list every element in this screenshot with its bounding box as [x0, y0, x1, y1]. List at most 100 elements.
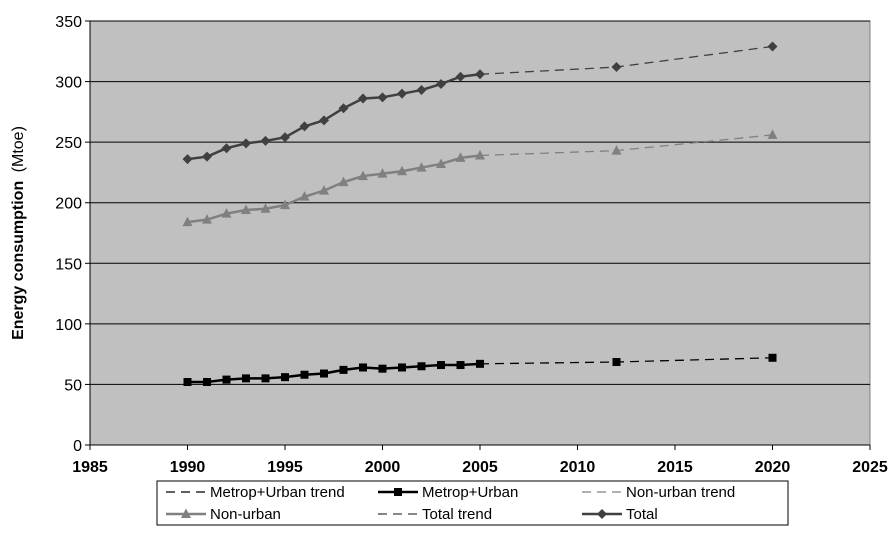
data-point-non-urban [338, 176, 349, 187]
legend-label: Non-urban trend [626, 484, 735, 501]
data-point-total [436, 78, 446, 89]
legend-item-metrop-urban-trend: Metrop+Urban trend [166, 484, 345, 501]
data-point-total [299, 121, 310, 132]
y-axis-title-unit: (Mtoe) [10, 126, 27, 172]
legend-label: Total [626, 506, 658, 523]
data-point-metrop-urban [476, 359, 484, 368]
data-point-total [397, 88, 407, 99]
data-point-metrop-urban [242, 374, 250, 383]
data-point-non-urban [202, 214, 212, 224]
legend-box [156, 480, 789, 526]
y-tick-label: 100 [55, 317, 82, 334]
data-point-non-urban [182, 216, 193, 227]
legend-label: Metrop+Urban [422, 484, 518, 501]
data-point-total [241, 138, 251, 149]
y-tick-label: 300 [55, 75, 82, 92]
x-tick-label: 2000 [365, 459, 401, 476]
data-point-non-urban [260, 203, 271, 213]
x-tick-label: 2010 [560, 459, 596, 476]
series-line-total [187, 73, 481, 161]
data-point-non-urban-trend [611, 145, 622, 155]
x-tick-label: 2015 [657, 459, 693, 476]
data-point-non-urban [397, 165, 407, 176]
legend-swatch-marker [394, 488, 402, 496]
y-tick-label: 0 [73, 438, 82, 455]
data-point-non-urban [377, 168, 388, 178]
data-point-metrop-urban [359, 363, 367, 372]
data-point-metrop-urban [203, 378, 211, 387]
legend-item-metrop-urban: Metrop+Urban [378, 484, 518, 501]
data-point-metrop-urban-trend [612, 358, 621, 367]
data-point-total [455, 71, 466, 82]
x-tick-label: 2005 [462, 459, 498, 476]
data-point-metrop-urban [339, 365, 348, 374]
plot-area [89, 20, 871, 446]
data-point-total [182, 154, 193, 165]
data-point-non-urban-trend [767, 129, 778, 139]
data-point-total [319, 115, 329, 126]
data-point-total [377, 92, 388, 103]
y-tick-label: 150 [55, 256, 82, 273]
y-tick-label: 200 [55, 196, 82, 213]
y-axis-title: Energy consumption (Mtoe) [10, 126, 27, 340]
data-point-non-urban [280, 199, 290, 210]
x-tick-label: 1990 [170, 459, 206, 476]
y-tick-label: 50 [64, 377, 82, 394]
tick-labels: 0 50 100 150 200 250 300 350 1985 1990 1995 2000 200… [55, 14, 888, 476]
legend: Metrop+Urban trend Metrop+Urban Non-urban … [156, 480, 789, 526]
data-point-total [416, 85, 427, 96]
data-point-metrop-urban [320, 369, 328, 378]
data-point-total-trend [767, 41, 778, 52]
data-point-non-urban [416, 162, 427, 172]
data-point-non-urban [455, 152, 466, 162]
legend-label: Total trend [422, 506, 492, 523]
data-point-total [475, 69, 485, 80]
data-point-metrop-urban [261, 374, 270, 383]
data-point-non-urban [319, 185, 329, 195]
data-point-non-urban [475, 149, 485, 160]
legend-swatch-marker [181, 508, 191, 518]
series-line-non-urban [187, 154, 481, 224]
data-markers [182, 41, 778, 387]
data-point-total [280, 132, 290, 143]
data-point-total [221, 143, 232, 154]
data-point-metrop-urban [378, 364, 387, 373]
axes [85, 20, 871, 450]
data-point-metrop-urban [281, 373, 289, 382]
data-point-metrop-urban [456, 361, 465, 370]
legend-item-non-urban: Non-urban [166, 506, 281, 523]
legend-label: Non-urban [210, 506, 281, 523]
data-point-non-urban [241, 204, 251, 214]
gridlines [90, 20, 870, 385]
legend-item-total: Total [582, 506, 658, 523]
data-point-metrop-urban [222, 375, 231, 384]
series-line-metrop-urban [187, 362, 481, 384]
data-point-total [202, 151, 212, 162]
legend-label: Metrop+Urban trend [210, 484, 345, 501]
y-tick-label: 350 [55, 14, 82, 31]
data-point-metrop-urban [417, 362, 426, 371]
data-point-non-urban [221, 208, 232, 218]
data-point-metrop-urban [183, 378, 192, 387]
data-point-total [358, 93, 368, 104]
data-point-metrop-urban [398, 363, 406, 372]
legend-item-total-trend: Total trend [378, 506, 492, 523]
y-axis-title-main: Energy consumption [10, 181, 27, 340]
x-tick-label: 2020 [755, 459, 791, 476]
x-tick-label: 1985 [72, 459, 108, 476]
legend-item-non-urban-trend: Non-urban trend [582, 484, 735, 501]
data-point-non-urban [436, 158, 446, 168]
data-point-total-trend [611, 62, 622, 73]
x-tick-label: 1995 [267, 459, 303, 476]
data-point-non-urban [299, 191, 310, 201]
data-point-total [338, 103, 349, 114]
legend-swatch-marker [597, 509, 607, 519]
y-tick-label: 250 [55, 135, 82, 152]
data-point-metrop-urban-trend [768, 353, 777, 362]
x-tick-label: 2025 [852, 459, 888, 476]
data-point-non-urban [358, 170, 368, 181]
data-point-total [260, 135, 271, 146]
data-point-metrop-urban [300, 370, 309, 379]
